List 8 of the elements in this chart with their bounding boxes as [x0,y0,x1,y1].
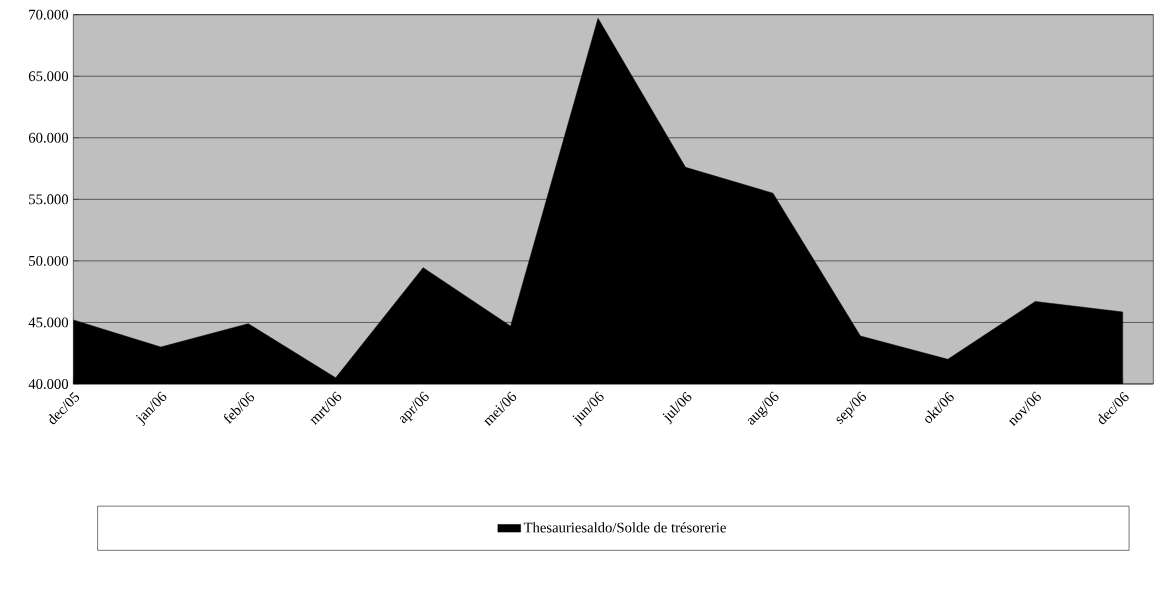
y-tick-label: 55.000 [29,194,69,205]
y-tick-label: 40.000 [28,379,69,389]
y-tick-label: 70.000 [29,9,69,20]
y-tick-label: 65.000 [28,71,69,82]
y-tick-label: 45.000 [28,317,69,328]
legend-label: Thesauriesaldo/Solde de trésorerie [523,522,726,533]
y-tick-label: 60.000 [28,132,69,143]
y-tick-label: 50.000 [29,255,69,266]
